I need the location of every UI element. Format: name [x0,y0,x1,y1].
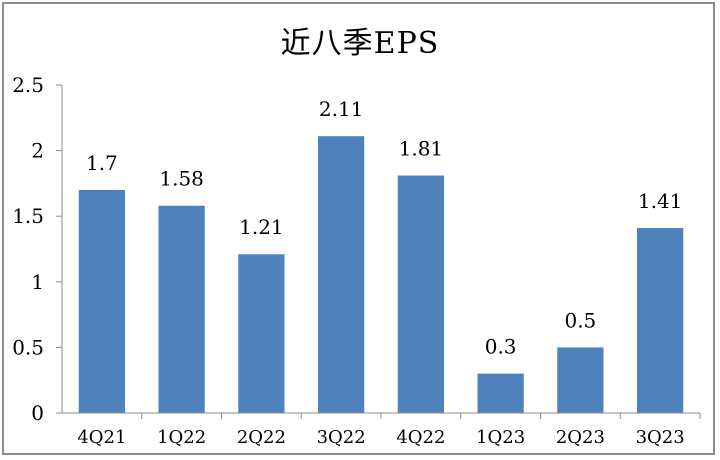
bar [317,136,365,413]
x-axis: 4Q21 1Q22 2Q22 3Q22 4Q22 1Q23 2Q23 3Q23 [62,412,701,448]
y-tick-label: 0.5 [12,335,44,359]
x-tick-label: 4Q21 [77,427,126,448]
y-tick-label: 0 [31,401,44,425]
y-tick-label: 2.5 [12,73,44,97]
y-axis: 0 0.5 1 1.5 2 2.5 [12,73,63,425]
bar [636,228,684,413]
y-tick-label: 1 [31,270,44,294]
x-tick-label: 2Q22 [237,427,286,448]
data-label: 1.21 [239,215,284,239]
x-tick-label: 2Q23 [556,427,605,448]
y-tick-label: 2 [31,139,44,163]
data-label: 0.3 [485,335,517,359]
bar [557,347,604,413]
bar [78,189,126,413]
x-tick-label: 3Q23 [636,427,685,448]
x-tick-label: 1Q22 [157,427,206,448]
data-label: 1.58 [159,167,204,191]
bar [158,205,205,413]
y-tick-label: 1.5 [12,204,44,228]
bar [238,254,285,413]
data-label: 2.11 [319,97,364,121]
data-labels: 1.7 1.58 1.21 2.11 1.81 0.3 0.5 1.41 [86,97,682,358]
data-label: 1.41 [638,189,683,213]
data-label: 0.5 [564,308,596,332]
bar [477,373,524,413]
data-label: 1.81 [399,137,444,161]
x-tick-label: 3Q22 [317,427,366,448]
bars [78,136,684,413]
x-tick-label: 1Q23 [476,427,525,448]
data-label: 1.7 [86,151,118,175]
x-tick-label: 4Q22 [396,427,445,448]
bar [397,175,445,413]
chart-title: 近八季EPS [280,26,440,61]
